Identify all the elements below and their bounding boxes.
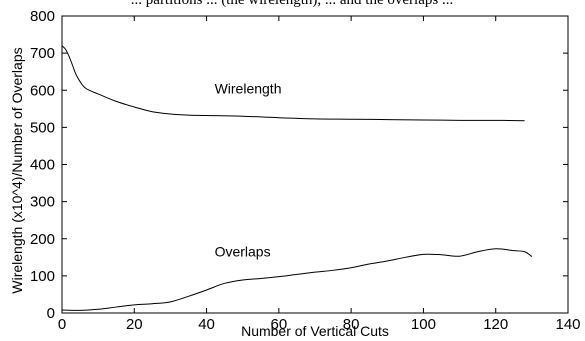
series-line-wirelength bbox=[61, 45, 525, 122]
series-layer bbox=[61, 45, 533, 311]
x-tick-label: 40 bbox=[198, 316, 215, 333]
y-tick-label: 300 bbox=[30, 194, 55, 211]
y-tick-label: 100 bbox=[30, 268, 55, 285]
x-tick-label: 80 bbox=[343, 316, 360, 333]
x-tick-label: 60 bbox=[271, 316, 288, 333]
ticks-layer: 0 20 40 60 80 100 120 140 0 100 200 300 400 500 600 700… bbox=[30, 8, 581, 333]
annotations-layer: Wirelength Overlaps bbox=[215, 80, 282, 259]
x-tick-label: 0 bbox=[58, 316, 66, 333]
y-tick-label: 700 bbox=[30, 45, 55, 62]
y-tick-label: 500 bbox=[30, 119, 55, 136]
y-tick-label: 200 bbox=[30, 231, 55, 248]
x-tick-label: 100 bbox=[411, 316, 436, 333]
chart-top-caption: ... partitions ... (the wirelength), ...… bbox=[131, 0, 453, 8]
plot-frame bbox=[61, 15, 569, 314]
x-axis-title: Number of Vertical Cuts bbox=[241, 323, 389, 339]
x-tick-label: 140 bbox=[555, 316, 580, 333]
series-line-overlaps bbox=[61, 248, 533, 311]
series-annotation-wirelength: Wirelength bbox=[215, 80, 282, 96]
y-tick-label: 600 bbox=[30, 82, 55, 99]
y-tick-label: 400 bbox=[30, 157, 55, 174]
y-tick-label: 0 bbox=[47, 305, 55, 322]
y-axis-title: Wirelength (x10^4)/Number of Overlaps bbox=[9, 47, 25, 293]
series-annotation-overlaps: Overlaps bbox=[215, 244, 271, 260]
y-tick-label: 800 bbox=[30, 8, 55, 25]
x-tick-label: 120 bbox=[483, 316, 508, 333]
x-tick-label: 20 bbox=[126, 316, 143, 333]
